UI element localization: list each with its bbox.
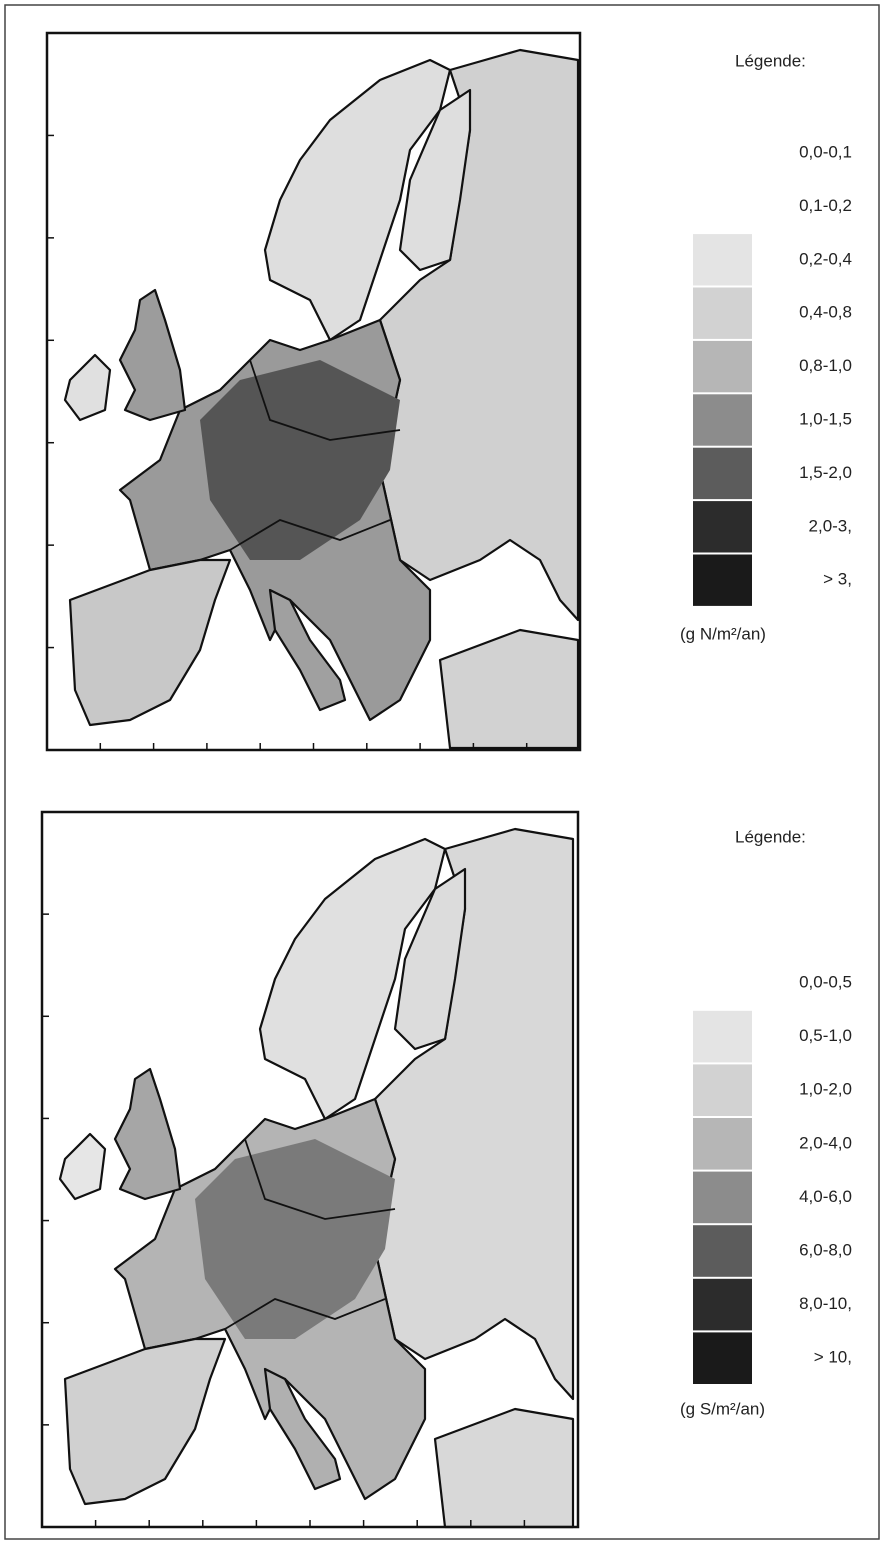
legend-swatch <box>693 340 752 393</box>
region <box>263 58 452 342</box>
legend-label: 0,0-0,5 <box>799 972 852 991</box>
map-panel: Légende: 0,0-0,5 0,5-1,0 1,0-2,0 2,0-4,0 4,0-… <box>40 810 852 1529</box>
region <box>195 1139 395 1339</box>
region <box>438 628 580 750</box>
legend-swatch <box>693 234 752 286</box>
legend-label: 2,0-3, <box>809 516 852 535</box>
border <box>224 1298 386 1330</box>
region <box>433 1407 575 1529</box>
region <box>200 360 400 560</box>
legend-label: 1,5-2,0 <box>799 463 852 482</box>
legend-title: Légende: <box>735 827 806 846</box>
legend-label: 1,0-1,5 <box>799 409 852 428</box>
legend-swatch <box>693 1332 752 1384</box>
region <box>258 837 447 1121</box>
region <box>113 1067 182 1201</box>
legend-swatch <box>693 1010 752 1063</box>
legend-swatch <box>693 1064 752 1116</box>
maps: Légende: 0,0-0,1 0,1-0,2 0,2-0,4 0,4-0,8 0,8-… <box>40 31 852 1529</box>
outer-border <box>4 4 880 1540</box>
legend-swatch <box>693 1118 752 1170</box>
legend-swatch <box>693 394 752 446</box>
legend-label: 0,2-0,4 <box>799 249 852 268</box>
region <box>68 558 232 727</box>
border <box>229 519 391 551</box>
legend-unit: (g S/m²/an) <box>680 1399 765 1418</box>
legend-unit: (g N/m²/an) <box>680 624 766 643</box>
border <box>249 359 401 441</box>
legend-title: Légende: <box>735 51 806 70</box>
legend-label: 0,5-1,0 <box>799 1026 852 1045</box>
map <box>58 827 575 1529</box>
region <box>268 588 347 712</box>
region <box>263 1367 342 1491</box>
legend-label: 4,0-6,0 <box>799 1187 852 1206</box>
legend-label: > 3, <box>823 570 852 589</box>
legend-swatch <box>693 447 752 500</box>
region <box>58 1132 107 1201</box>
legend-swatch <box>693 501 752 553</box>
region <box>378 48 580 622</box>
legend-label: 2,0-4,0 <box>799 1133 852 1152</box>
region <box>118 288 187 422</box>
legend-swatch <box>693 554 752 606</box>
legend-label: 0,0-0,1 <box>799 142 852 161</box>
region <box>373 827 575 1401</box>
legend-swatch <box>693 1225 752 1277</box>
legend-label: 0,8-1,0 <box>799 356 852 375</box>
legend-swatch <box>693 287 752 339</box>
legend-label: 0,4-0,8 <box>799 303 852 322</box>
region <box>398 88 472 272</box>
region <box>63 353 112 422</box>
legend-label: > 10, <box>814 1348 852 1367</box>
legend-label: 6,0-8,0 <box>799 1240 852 1259</box>
region <box>63 1337 227 1506</box>
map <box>63 48 580 750</box>
map-panel: Légende: 0,0-0,1 0,1-0,2 0,2-0,4 0,4-0,8 0,8-… <box>45 31 852 752</box>
legend-label: 8,0-10, <box>799 1294 852 1313</box>
legend-swatch <box>693 1278 752 1331</box>
legend-label: 1,0-2,0 <box>799 1080 852 1099</box>
legend-label: 0,1-0,2 <box>799 196 852 215</box>
legend-swatch <box>693 1171 752 1224</box>
region <box>393 867 467 1051</box>
border <box>244 1138 396 1220</box>
